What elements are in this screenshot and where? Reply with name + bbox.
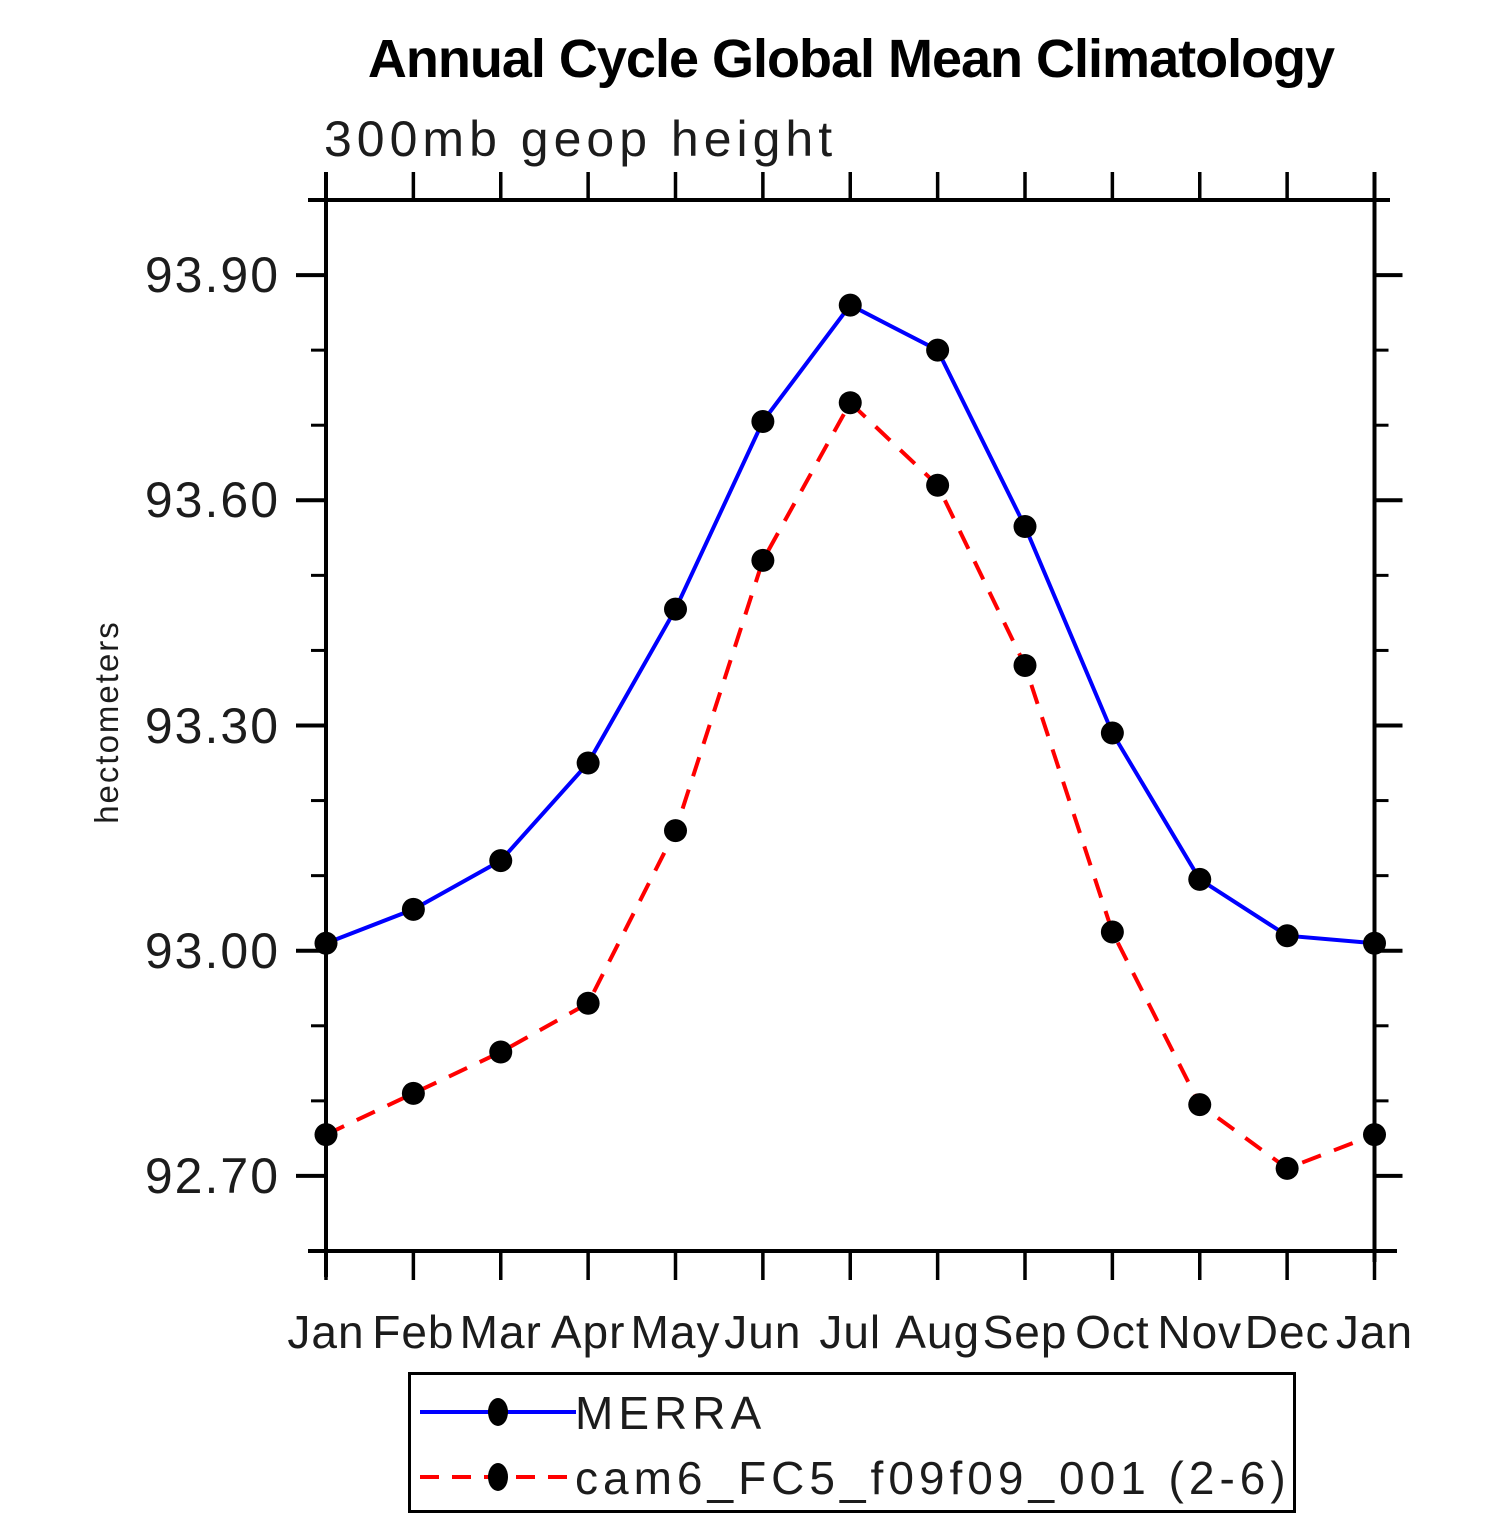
cam6-data-point xyxy=(576,991,600,1015)
cam6-data-point xyxy=(1013,653,1037,677)
cam6-data-point xyxy=(489,1040,513,1064)
x-tick-label: Feb xyxy=(372,1306,455,1358)
y-tick-label: 93.30 xyxy=(144,697,280,754)
chart-title: Annual Cycle Global Mean Climatology xyxy=(367,29,1335,89)
merra-data-point xyxy=(664,597,687,621)
x-tick-label: Aug xyxy=(895,1306,981,1358)
cam6-data-point xyxy=(751,548,775,572)
y-tick-label: 93.00 xyxy=(144,922,280,979)
cam6-data-point xyxy=(838,391,862,415)
merra-data-point xyxy=(401,897,425,921)
merra-data-point xyxy=(576,751,600,775)
cam6-data-point xyxy=(1363,1123,1386,1147)
legend-sample-cam6 xyxy=(420,1463,576,1491)
merra-data-point xyxy=(1013,515,1037,539)
x-tick-label: Dec xyxy=(1244,1306,1330,1358)
merra-data-point xyxy=(1363,931,1386,955)
merra-data-point xyxy=(489,849,513,873)
cam6-data-point xyxy=(1100,920,1124,944)
legend-marker-cam6 xyxy=(488,1463,508,1491)
cam6-data-point xyxy=(926,473,950,497)
legend-sample-merra xyxy=(420,1398,576,1426)
cam6-data-point xyxy=(664,819,687,843)
cam6-data-point xyxy=(314,1123,338,1147)
cam6-line xyxy=(325,399,1376,1171)
y-tick-label: 92.70 xyxy=(144,1147,280,1204)
merra-data-point xyxy=(926,338,950,362)
x-tick-label: Jan xyxy=(287,1306,365,1358)
x-tick-label: Nov xyxy=(1157,1306,1243,1358)
x-tick-label: Apr xyxy=(550,1306,626,1358)
chart-subtitle: 300mb geop height xyxy=(324,111,838,167)
legend: MERRA cam6_FC5_f09f09_001 (2-6) xyxy=(408,1372,1296,1513)
legend-marker-merra xyxy=(488,1398,508,1426)
cam6-data-point xyxy=(401,1081,425,1105)
x-tick-label: Jul xyxy=(819,1306,882,1358)
x-tick-label: Jan xyxy=(1335,1306,1414,1358)
merra-data-point xyxy=(1275,924,1299,948)
merra-data-point xyxy=(1188,867,1212,891)
merra-data-point xyxy=(751,409,775,433)
cam6-data-point xyxy=(1188,1093,1212,1117)
cam6-data-point xyxy=(1275,1156,1299,1180)
x-tick-label: May xyxy=(630,1306,721,1358)
legend-label-cam6: cam6_FC5_f09f09_001 (2-6) xyxy=(575,1452,1291,1504)
legend-label-merra: MERRA xyxy=(575,1387,767,1439)
y-tick-label: 93.60 xyxy=(144,472,280,529)
merra-data-point xyxy=(1100,721,1124,745)
x-tick-label: Jun xyxy=(724,1306,802,1358)
x-tick-label: Oct xyxy=(1075,1306,1150,1358)
x-tick-label: Sep xyxy=(982,1306,1068,1358)
merra-data-point xyxy=(838,293,862,317)
merra-data-point xyxy=(314,931,338,955)
x-tick-label: Mar xyxy=(459,1306,542,1358)
y-tick-label: 93.90 xyxy=(144,247,280,304)
